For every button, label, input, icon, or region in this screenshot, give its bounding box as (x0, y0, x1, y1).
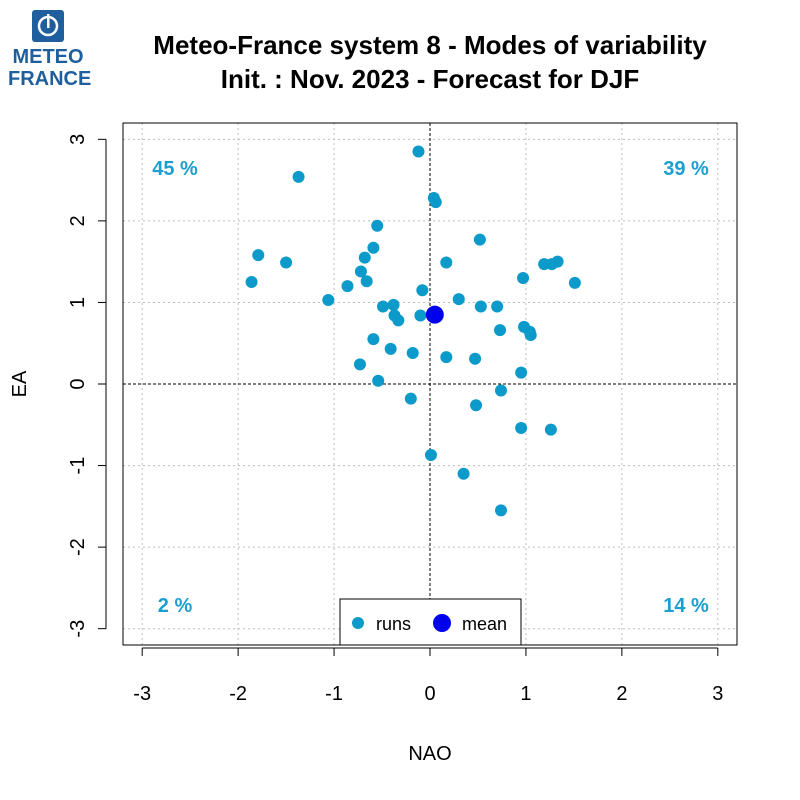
run-point (367, 333, 380, 346)
x-tick-label: 3 (712, 683, 723, 705)
run-point (412, 145, 425, 158)
x-tick-label: 1 (520, 683, 531, 705)
run-point (360, 275, 373, 288)
run-point (392, 314, 405, 327)
run-point (416, 284, 429, 297)
run-point (358, 251, 371, 264)
run-point (544, 423, 557, 436)
quadrant-label-bottom-right: 14 % (663, 595, 709, 617)
run-point (494, 384, 507, 397)
run-point (473, 233, 486, 246)
chart-title: Meteo-France system 8 - Modes of variabi… (153, 30, 707, 60)
quadrant-label-top-right: 39 % (663, 158, 709, 180)
logo-line2: FRANCE (8, 68, 92, 90)
run-point (470, 399, 483, 412)
legend-box (339, 598, 522, 646)
logo-line1: METEO (12, 46, 84, 68)
run-point (372, 374, 385, 387)
zero-lines (123, 123, 737, 645)
run-point (424, 448, 437, 461)
run-point (354, 265, 367, 278)
legend-runs-label: runs (376, 614, 411, 634)
run-point (406, 347, 419, 360)
axes: -3 -2 -1 0 1 2 3 -3 -2 -1 0 1 2 3 (67, 134, 723, 705)
run-point (517, 271, 530, 284)
quadrant-label-bottom-left: 2 % (158, 595, 193, 617)
run-point (371, 219, 384, 232)
run-point (545, 258, 558, 271)
run-point (469, 352, 482, 365)
run-point (341, 280, 354, 293)
run-point (245, 276, 258, 289)
run-point (515, 366, 528, 379)
run-point (440, 256, 453, 269)
run-point (414, 309, 427, 322)
mean-point (425, 305, 444, 324)
run-point (474, 300, 487, 313)
run-point (280, 256, 293, 269)
y-tick-label: -2 (67, 538, 89, 556)
logo-badge-icon (32, 10, 64, 42)
run-point (376, 300, 389, 313)
run-point (322, 293, 335, 306)
run-point (452, 293, 465, 306)
run-point (524, 329, 537, 342)
quadrant-label-top-left: 45 % (152, 158, 198, 180)
legend-mean-marker (433, 614, 451, 632)
x-tick-label: 0 (424, 683, 435, 705)
run-point (387, 298, 400, 311)
x-tick-label: 2 (616, 683, 627, 705)
data-points (245, 145, 581, 517)
y-tick-label: -1 (67, 457, 89, 475)
run-point (429, 196, 442, 209)
x-tick-label: -2 (229, 683, 247, 705)
run-point (568, 276, 581, 289)
y-tick-label: 1 (67, 297, 89, 308)
y-tick-label: 3 (67, 134, 89, 145)
y-tick-label: 2 (67, 215, 89, 226)
run-point (404, 392, 417, 405)
run-point (494, 324, 507, 337)
x-tick-label: -3 (133, 683, 151, 705)
run-point (457, 467, 470, 480)
run-point (440, 351, 453, 364)
run-point (515, 422, 528, 435)
run-point (353, 358, 366, 371)
run-point (491, 300, 504, 313)
x-tick-label: -1 (325, 683, 343, 705)
run-point (367, 241, 380, 254)
run-point (252, 249, 265, 262)
run-point (384, 342, 397, 355)
run-point (494, 504, 507, 517)
y-axis-label: EA (9, 370, 31, 397)
y-tick-label: -3 (67, 620, 89, 638)
legend: runs mean (339, 598, 522, 646)
run-point (292, 170, 305, 183)
meteo-france-logo: METEO FRANCE (8, 10, 92, 90)
legend-runs-marker (352, 617, 364, 629)
y-tick-label: 0 (67, 378, 89, 389)
chart-subtitle: Init. : Nov. 2023 - Forecast for DJF (221, 64, 640, 94)
legend-mean-label: mean (462, 614, 507, 634)
x-axis-label: NAO (408, 743, 451, 765)
